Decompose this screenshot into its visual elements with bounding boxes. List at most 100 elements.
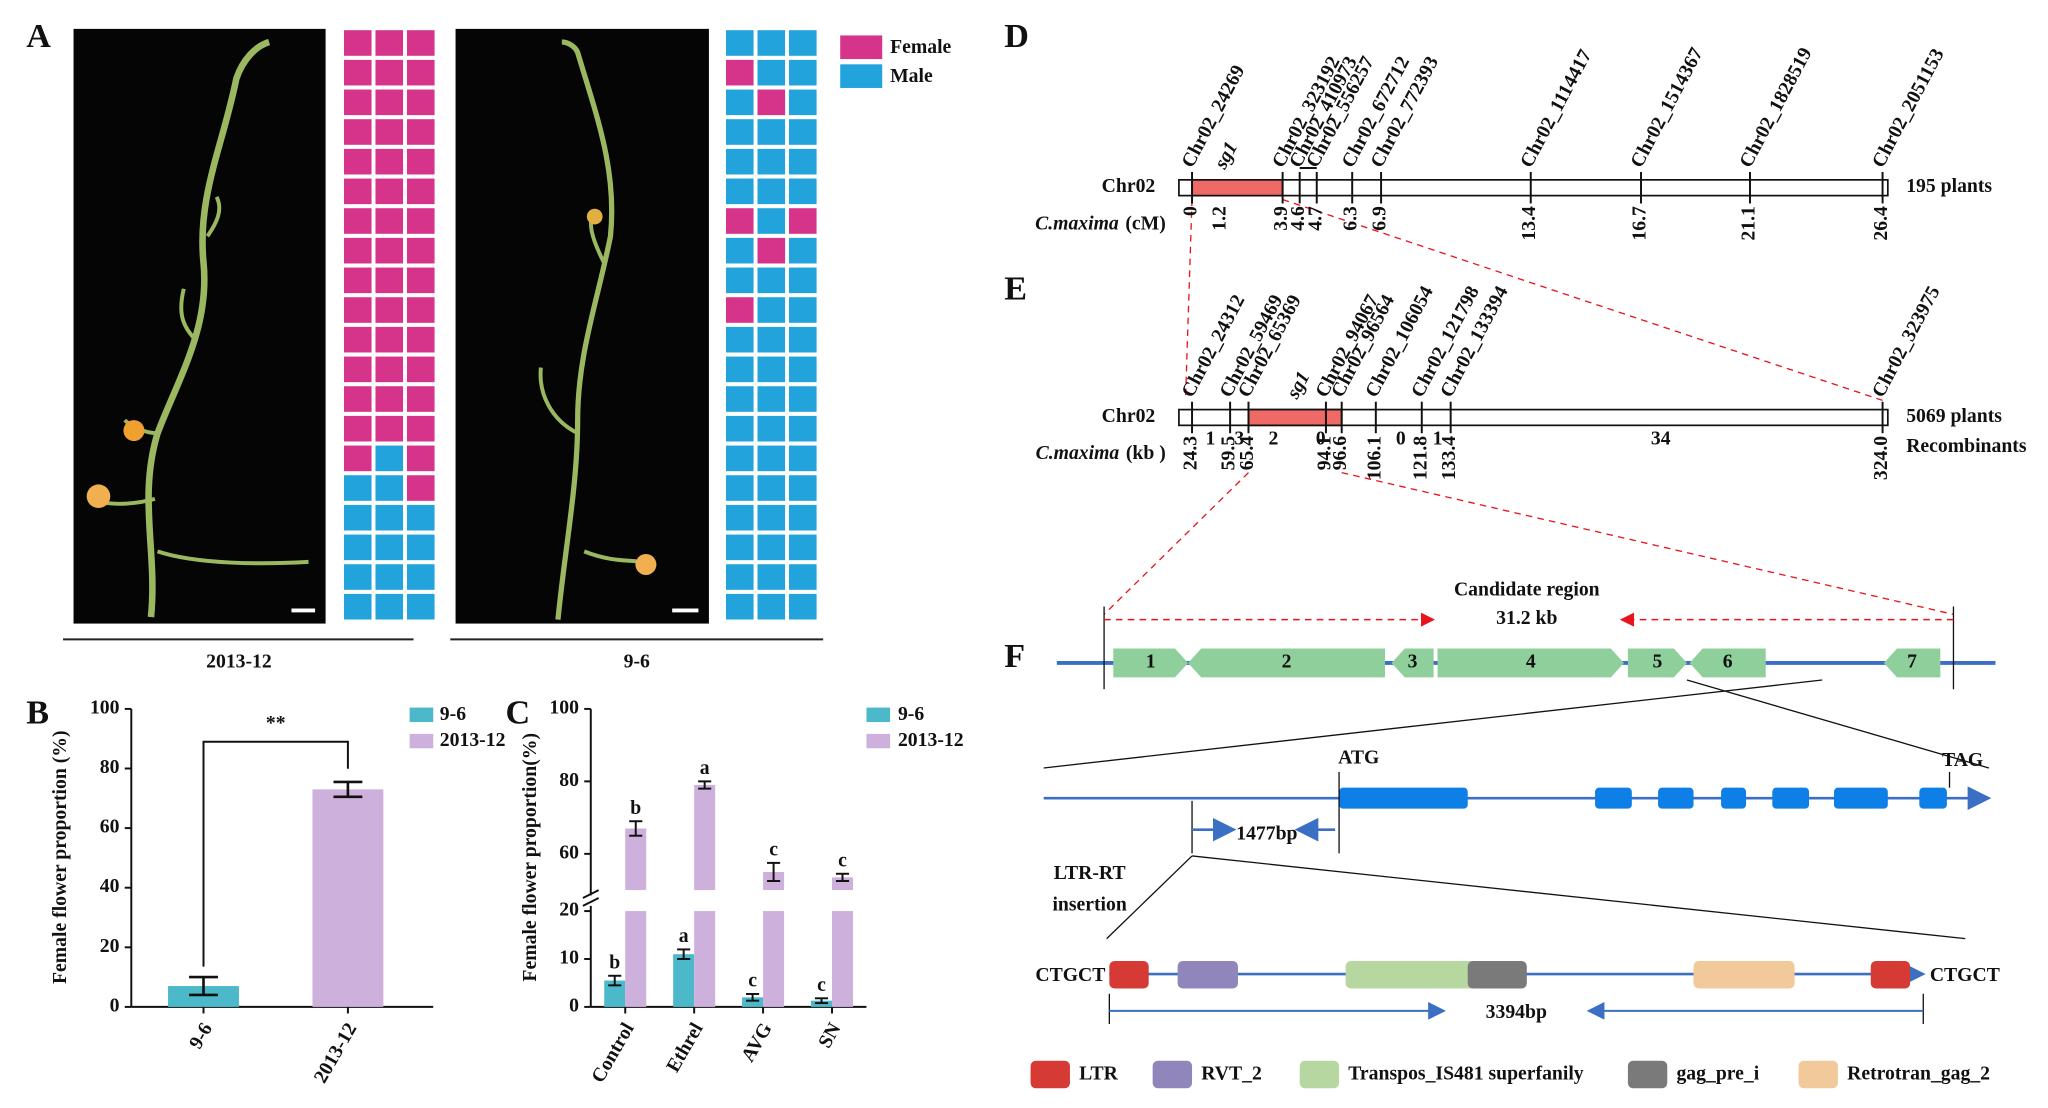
sex-cell [343,178,372,205]
sex-cell [725,30,754,56]
sex-cell [789,356,817,383]
sex-cell [757,59,786,86]
recombinants-label: Recombinants [1906,435,2027,457]
gene [1689,648,1766,678]
sex-cell [757,445,786,472]
sex-cell [406,326,435,353]
zoom-line [1106,855,1193,940]
sex-cell [406,237,435,264]
sex-cell [789,504,817,531]
marker-position: 94.1 [1313,436,1335,470]
bar [763,911,785,1007]
species: C.maxima (kb ) [1036,442,1166,464]
significance-letter: b [609,951,620,973]
sex-cell [375,237,404,264]
sex-cell [406,119,435,145]
error-bar [814,997,829,1005]
legend-swatch [1030,1060,1070,1089]
connectors [1103,198,1954,616]
panel-label: B [26,694,49,731]
y-axis-label: Female flower proportion (%) [49,730,71,984]
sex-cell [343,208,372,234]
sex-cell [343,504,372,531]
bar [832,911,854,1007]
sex-cell [375,178,404,205]
sex-cell [375,475,404,501]
species-name: C.maxima [1036,442,1120,464]
marker-name: Chr02_323975 [1868,282,1945,401]
recombinant-count: 0 [1316,427,1326,449]
legend-swatch [866,707,891,723]
sex-cell [375,89,404,116]
error-bar [746,992,760,1002]
exon [1339,787,1468,809]
gene-label: 2 [1282,650,1292,672]
gene [1883,648,1941,678]
sex-cell [789,208,817,234]
exon [1658,787,1694,809]
gene [1437,648,1624,678]
sex-cell [757,119,786,145]
recombinant-count: 2 [1269,427,1279,449]
unit: (cM) [1125,212,1165,234]
sex-cell [406,593,435,620]
legend-label: 9-6 [440,703,466,725]
sex-cell [343,267,372,294]
bar [312,789,384,1007]
unit: (kb ) [1126,442,1166,464]
sex-cell [375,534,404,561]
sex-cell [789,237,817,264]
gene-label: 4 [1526,650,1536,672]
x-tick-label: 2013-12 [310,1019,362,1087]
sex-cell [725,356,754,383]
error-bar [189,975,218,997]
sex-cell [343,89,372,116]
sex-cell [789,415,817,442]
marker-position: 4.6 [1287,206,1309,231]
legend-label: Retrotran_gag_2 [1847,1063,1990,1085]
marker-position: 6.3 [1340,206,1362,231]
population: 5069 plants [1906,405,2002,427]
panel-label: E [1004,270,1027,307]
sex-cell [406,564,435,590]
error-bar [835,872,850,883]
marker-name: Chr02_1514367 [1626,44,1708,171]
gene-position: 1.2 [1208,206,1230,231]
sex-cell [343,148,372,175]
sex-cell [757,208,786,234]
marker-position: 24.3 [1180,436,1202,471]
sex-cell [406,178,435,205]
panel-label: D [1004,18,1029,55]
sex-cell [725,59,754,86]
significance-bracket [202,740,349,967]
sex-cell [757,178,786,205]
legend-label: RVT_2 [1201,1063,1262,1085]
sex-cell [725,386,754,412]
sex-cell [757,356,786,383]
chromosome [1178,178,1889,197]
significance-letter: a [679,925,689,947]
exon [1595,787,1632,809]
gene-name: sg1 [1209,138,1242,173]
sex-cell [789,564,817,590]
chromosome-name: Chr02 [1102,405,1156,427]
sex-cell [406,534,435,561]
sex-cell [343,386,372,412]
legend-label: 9-6 [898,703,924,725]
stop-codon: TAG [1942,749,1983,771]
gene-label: 3 [1408,650,1418,672]
axis-break [582,897,600,907]
legend-swatch [1627,1060,1668,1089]
sex-cell [757,237,786,264]
y-tick-label: 0 [569,994,579,1016]
sex-cell [343,297,372,323]
sex-cell [725,445,754,472]
legend-swatch [1299,1060,1340,1089]
significance-letter: c [769,839,778,861]
gene [1627,648,1687,678]
exon [1833,787,1888,809]
sex-cell [343,30,372,56]
sex-cell [789,297,817,323]
x-tick-label: Ethrel [662,1019,708,1077]
